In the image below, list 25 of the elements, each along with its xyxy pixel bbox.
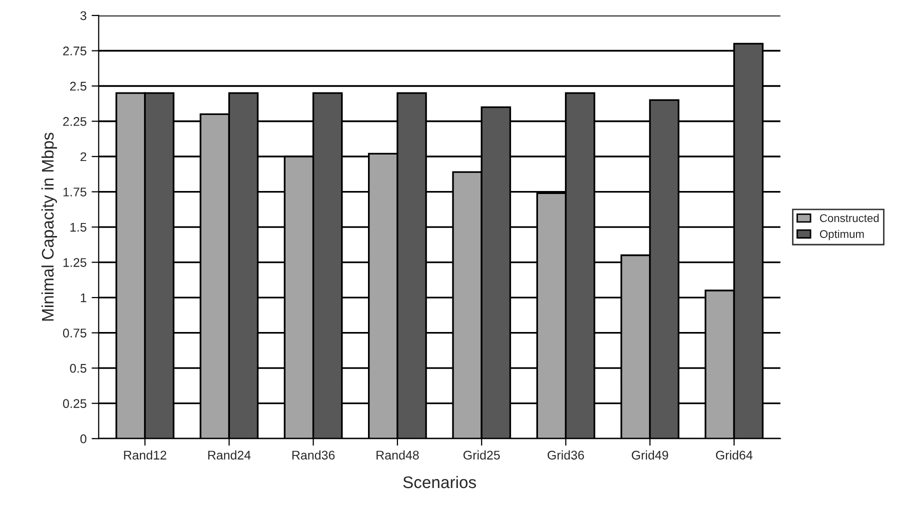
y-axis-title: Minimal Capacity in Mbps <box>41 132 57 321</box>
x-tick-label: Grid49 <box>632 450 668 460</box>
y-tick-label: 1.75 <box>63 188 86 196</box>
x-tick-label: Grid36 <box>548 450 584 460</box>
x-tick-label: Rand36 <box>292 450 335 460</box>
y-tick-label: 1.5 <box>70 222 86 232</box>
y-tick-label: 2 <box>80 152 86 162</box>
x-tick-label: Grid25 <box>463 450 500 460</box>
y-tick-label: 2.25 <box>63 117 86 126</box>
x-tick-label: Rand12 <box>124 450 166 460</box>
y-tick-label: 1 <box>80 293 86 302</box>
y-tick-label: 3 <box>80 11 86 20</box>
y-tick-label: 1.25 <box>63 258 86 267</box>
legend-label: Optimum <box>820 230 864 240</box>
x-tick-label: Rand48 <box>376 450 419 460</box>
x-tick-label: Grid64 <box>716 450 752 460</box>
legend-label: Constructed <box>820 214 879 222</box>
x-axis-title: Scenarios <box>403 476 476 488</box>
y-tick-label: 0.75 <box>63 328 86 338</box>
y-tick-label: 2.75 <box>63 46 86 56</box>
x-tick-label: Rand24 <box>208 450 251 460</box>
y-tick-label: 0.25 <box>63 399 86 408</box>
y-tick-label: 0 <box>80 434 86 444</box>
y-tick-label: 2.5 <box>70 82 86 91</box>
y-tick-label: 0.5 <box>70 364 86 373</box>
